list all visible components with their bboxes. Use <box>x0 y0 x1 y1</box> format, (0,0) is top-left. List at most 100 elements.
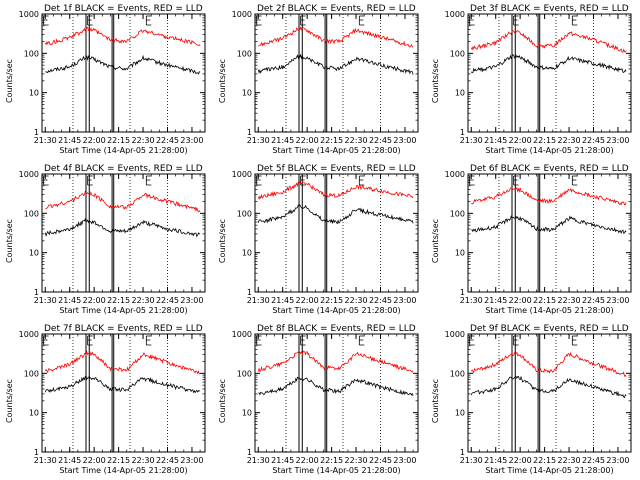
y-tick-label: 1000 <box>445 10 465 19</box>
x-tick-label: 22:30 <box>558 136 581 145</box>
y-axis-label: Counts/sec <box>5 59 14 103</box>
flag-glyph-0 <box>256 15 262 26</box>
y-tick-label: 10 <box>242 409 252 418</box>
plot-frame <box>467 13 632 133</box>
series-lld-line <box>470 30 627 53</box>
flag-glyph-1 <box>513 175 519 186</box>
flag-glyph-0 <box>256 335 262 346</box>
x-tick-label: 21:45 <box>58 456 81 465</box>
flag-glyph-2 <box>358 335 365 346</box>
y-tick-label: 1000 <box>232 10 252 19</box>
x-tick-label: 23:00 <box>180 296 203 305</box>
plot-frame <box>41 13 206 133</box>
series-events-line <box>44 374 201 394</box>
flag-glyph-1 <box>300 335 306 346</box>
series-events-line <box>45 54 201 75</box>
x-tick-label: 22:30 <box>132 456 155 465</box>
flag-glyph-2 <box>358 15 365 26</box>
x-tick-label: 22:30 <box>345 456 368 465</box>
y-tick-label: 100 <box>450 369 465 378</box>
panel-title: Det 2f BLACK = Events, RED = LLD <box>257 4 416 14</box>
flag-glyph-1 <box>300 175 306 186</box>
flag-glyph-0 <box>469 15 475 26</box>
y-axis-label: Counts/sec <box>218 379 227 423</box>
x-axis-label: Start Time (14-Apr-05 21:28:00) <box>485 146 613 155</box>
flag-glyph-1 <box>300 15 306 26</box>
x-tick-label: 23:00 <box>606 456 629 465</box>
plot-frame <box>467 333 632 453</box>
y-tick-label: 10 <box>242 89 252 98</box>
x-tick-label: 22:30 <box>132 136 155 145</box>
y-tick-label: 1 <box>460 288 465 297</box>
flag-glyph-2 <box>358 175 365 186</box>
x-tick-label: 22:15 <box>107 456 130 465</box>
y-tick-label: 10 <box>29 409 39 418</box>
panel-det-6: Det 6f BLACK = Events, RED = LLD 1 10 100 10… <box>431 164 632 315</box>
x-tick-label: 22:15 <box>533 136 556 145</box>
y-tick-label: 100 <box>237 209 252 218</box>
panel-title: Det 3f BLACK = Events, RED = LLD <box>470 4 629 14</box>
x-tick-label: 22:00 <box>83 296 106 305</box>
x-tick-label: 22:45 <box>582 456 605 465</box>
x-tick-label: 21:45 <box>484 296 507 305</box>
y-axis-label: Counts/sec <box>5 379 14 423</box>
plot-frame <box>254 333 419 453</box>
plot-frame <box>41 333 206 453</box>
flag-glyph-1 <box>87 15 93 26</box>
y-axis-label: Counts/sec <box>431 59 440 103</box>
plot-frame <box>41 173 206 293</box>
y-tick-label: 1 <box>460 448 465 457</box>
series-lld-line <box>471 186 627 206</box>
y-tick-label: 1 <box>247 128 252 137</box>
series-events-line <box>257 204 414 225</box>
x-tick-label: 22:15 <box>320 456 343 465</box>
x-tick-label: 21:45 <box>271 456 294 465</box>
x-tick-label: 21:30 <box>460 296 483 305</box>
panel-det-9: Det 9f BLACK = Events, RED = LLD 1 10 100 10… <box>431 324 632 475</box>
y-tick-label: 100 <box>450 209 465 218</box>
y-tick-label: 1 <box>247 288 252 297</box>
x-tick-label: 22:45 <box>156 136 179 145</box>
panel-title: Det 5f BLACK = Events, RED = LLD <box>257 164 416 174</box>
x-tick-label: 22:45 <box>156 456 179 465</box>
panel-det-1: Det 1f BLACK = Events, RED = LLD 1 10 100 10… <box>5 4 206 155</box>
panel-det-7: Det 7f BLACK = Events, RED = LLD 1 10 100 10… <box>5 324 206 475</box>
x-tick-label: 22:45 <box>369 296 392 305</box>
series-lld-line <box>470 351 627 377</box>
y-tick-label: 10 <box>242 249 252 258</box>
panel-title: Det 8f BLACK = Events, RED = LLD <box>257 324 416 334</box>
x-tick-label: 22:15 <box>320 296 343 305</box>
y-tick-label: 1 <box>34 128 39 137</box>
x-tick-label: 21:45 <box>484 456 507 465</box>
x-tick-label: 22:45 <box>582 296 605 305</box>
x-tick-label: 22:45 <box>582 136 605 145</box>
flag-glyph-0 <box>43 15 49 26</box>
x-tick-label: 22:15 <box>320 136 343 145</box>
x-tick-label: 21:30 <box>247 456 270 465</box>
series-lld-line <box>258 26 414 48</box>
y-tick-label: 100 <box>237 369 252 378</box>
flag-glyph-0 <box>256 175 262 186</box>
x-axis-label: Start Time (14-Apr-05 21:28:00) <box>59 466 187 475</box>
panel-title: Det 1f BLACK = Events, RED = LLD <box>44 4 203 14</box>
y-tick-label: 100 <box>24 49 39 58</box>
x-tick-label: 22:00 <box>296 296 319 305</box>
panel-title: Det 4f BLACK = Events, RED = LLD <box>44 164 203 174</box>
panel-det-5: Det 5f BLACK = Events, RED = LLD 1 10 100 10… <box>218 164 419 315</box>
x-tick-label: 23:00 <box>606 296 629 305</box>
panel-det-8: Det 8f BLACK = Events, RED = LLD 1 10 100 10… <box>218 324 419 475</box>
panel-title: Det 9f BLACK = Events, RED = LLD <box>470 324 629 334</box>
y-tick-label: 1000 <box>445 330 465 339</box>
series-lld-line <box>45 190 201 213</box>
x-tick-label: 23:00 <box>180 456 203 465</box>
y-tick-label: 1000 <box>19 10 39 19</box>
series-events-line <box>44 218 201 238</box>
y-tick-label: 10 <box>455 89 465 98</box>
series-events-line <box>470 54 627 74</box>
x-tick-label: 22:45 <box>369 456 392 465</box>
y-tick-label: 10 <box>29 249 39 258</box>
x-tick-label: 22:00 <box>83 136 106 145</box>
x-tick-label: 22:45 <box>156 296 179 305</box>
flag-glyph-2 <box>571 15 578 26</box>
